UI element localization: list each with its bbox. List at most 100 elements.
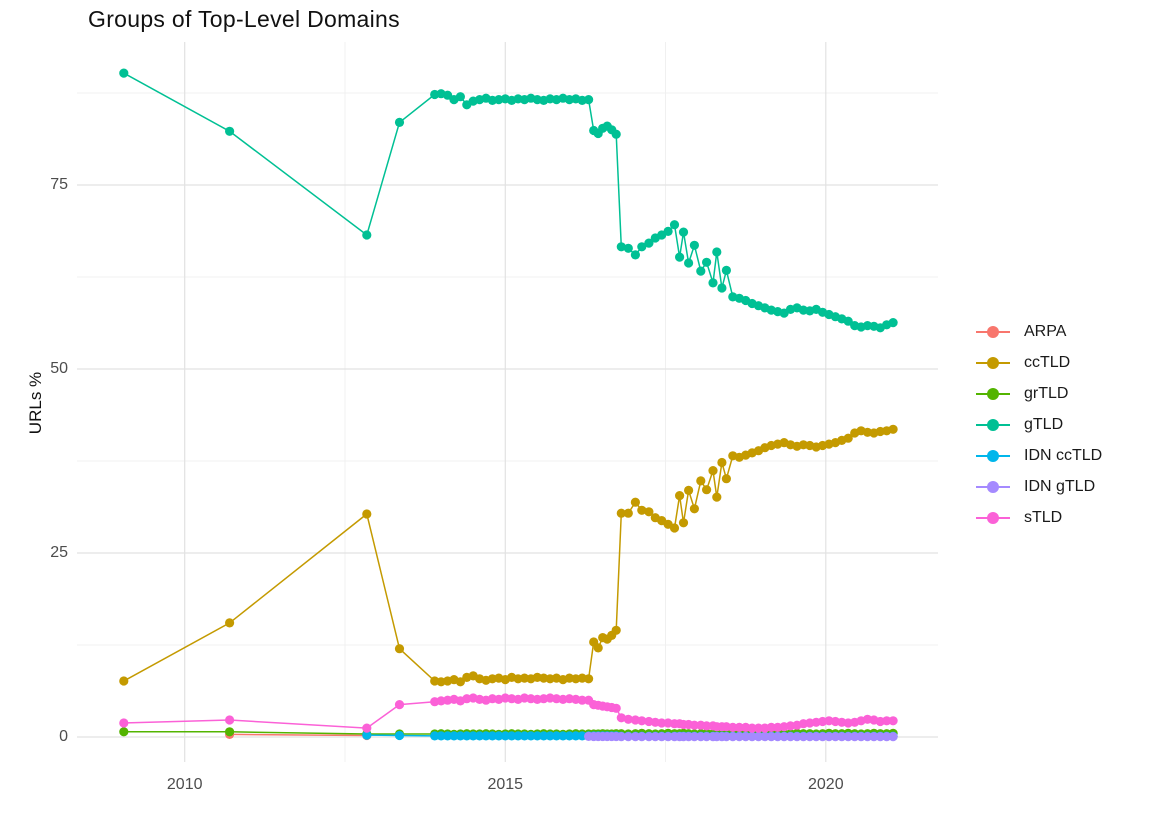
data-point (708, 278, 718, 288)
y-tick-label: 50 (50, 359, 68, 377)
data-point (455, 731, 465, 741)
data-point (678, 227, 689, 237)
data-point (584, 674, 594, 684)
legend-item: IDN gTLD (976, 471, 1102, 502)
legend-item-label: sTLD (1024, 508, 1063, 526)
data-point (684, 485, 694, 495)
data-point (785, 732, 796, 742)
series-line (123, 428, 894, 683)
data-point (494, 731, 504, 741)
data-point (721, 265, 732, 275)
data-point (888, 318, 898, 328)
data-point (475, 731, 485, 741)
data-point (551, 731, 562, 741)
data-point (532, 731, 542, 741)
data-point (577, 695, 587, 705)
data-point (637, 242, 647, 252)
data-point (663, 226, 673, 236)
data-point (657, 718, 667, 728)
data-point (611, 129, 621, 139)
data-point (869, 732, 879, 742)
data-point (225, 727, 235, 737)
data-point (225, 618, 235, 628)
legend-marker-icon (976, 387, 1010, 400)
data-point (669, 220, 680, 230)
y-tick-label: 75 (50, 175, 68, 193)
data-point (500, 731, 510, 741)
data-point (436, 731, 446, 741)
data-point (824, 732, 834, 742)
data-point (455, 92, 465, 102)
data-point (443, 90, 453, 100)
data-point (616, 713, 626, 723)
data-point (394, 700, 405, 710)
data-point (481, 731, 491, 741)
data-point (766, 732, 776, 742)
data-point (721, 474, 732, 484)
data-point (650, 732, 660, 742)
data-point (637, 732, 647, 742)
data-point (630, 497, 641, 507)
data-point (678, 518, 689, 528)
data-point (362, 723, 372, 733)
data-point (394, 644, 405, 654)
data-point (513, 731, 523, 741)
data-point (843, 316, 853, 326)
legend-item: ccTLD (976, 347, 1102, 378)
data-point (702, 732, 712, 742)
x-tick-label: 2015 (487, 776, 524, 793)
data-point (663, 732, 673, 742)
data-point (773, 732, 783, 742)
legend-item-label: grTLD (1024, 384, 1069, 402)
data-point (119, 68, 129, 78)
data-point (623, 732, 633, 742)
data-point (766, 722, 776, 733)
legend-marker-icon (976, 418, 1010, 431)
data-point (526, 731, 536, 741)
data-point (850, 732, 860, 742)
data-point (394, 117, 405, 127)
data-point (805, 732, 815, 742)
data-point (702, 257, 712, 267)
legend-item: ARPA (976, 316, 1102, 347)
data-point (571, 731, 581, 741)
data-point (487, 731, 497, 741)
data-point (792, 732, 802, 742)
data-point (623, 714, 633, 724)
legend-item-label: IDN ccTLD (1024, 446, 1103, 464)
legend-item: grTLD (976, 378, 1102, 409)
data-point (728, 722, 738, 733)
data-point (888, 424, 898, 434)
data-point (623, 243, 633, 253)
data-point (593, 643, 603, 653)
data-point (539, 731, 549, 741)
data-point (708, 466, 718, 476)
data-point (584, 95, 594, 105)
data-point (888, 732, 898, 742)
legend-marker-icon (976, 356, 1010, 369)
data-point (721, 732, 732, 742)
data-point (843, 732, 853, 742)
data-point (702, 721, 712, 731)
legend: ARPA ccTLD grTLD gTLD IDN ccTLD IDN gTLD sTLD (976, 316, 1102, 533)
data-point (818, 732, 828, 742)
data-point (623, 508, 633, 518)
y-tick-label: 0 (59, 727, 68, 745)
data-point (669, 523, 680, 533)
data-point (455, 677, 465, 687)
data-point (862, 732, 873, 742)
data-point (443, 731, 453, 741)
legend-marker-icon (976, 449, 1010, 462)
data-point (753, 732, 764, 742)
data-point (882, 716, 892, 726)
data-point (468, 731, 478, 741)
data-point (657, 732, 667, 742)
data-point (362, 509, 372, 519)
data-point (689, 720, 700, 730)
data-point (753, 723, 764, 733)
data-point (449, 731, 459, 741)
data-point (798, 732, 809, 742)
x-tick-label: 2020 (808, 776, 844, 793)
